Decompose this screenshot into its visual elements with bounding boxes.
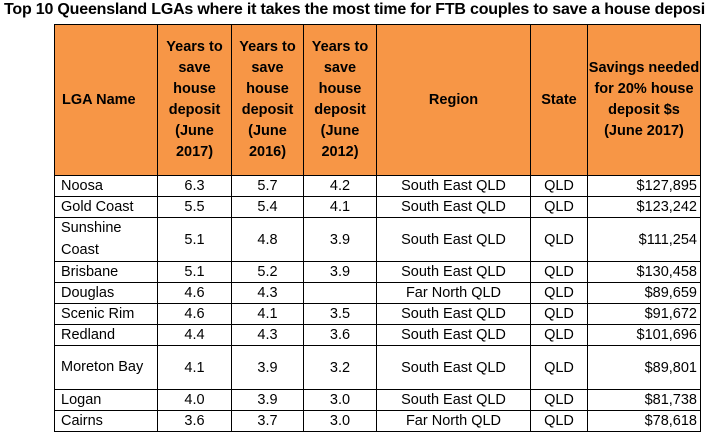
header-region: Region [376,24,531,176]
cell-years-2016: 5.7 [231,175,304,197]
cell-savings: $127,895 [587,175,701,197]
cell-years-2017: 3.6 [157,410,232,432]
cell-region: South East QLD [376,261,531,283]
cell-lga-name: Moreton Bay [54,345,158,390]
cell-savings: $89,801 [587,345,701,390]
table-row: Cairns 3.6 3.7 3.0 Far North QLD QLD $78,618 [54,410,701,432]
cell-lga-name: Sunshine Coast [54,217,158,262]
cell-savings: $101,696 [587,324,701,346]
cell-years-2017: 6.3 [157,175,232,197]
cell-region: South East QLD [376,303,531,325]
cell-years-2017: 5.1 [157,217,232,262]
cell-years-2012: 3.0 [303,410,377,432]
cell-years-2017: 4.6 [157,303,232,325]
cell-years-2017: 5.1 [157,261,232,283]
cell-lga-name: Cairns [54,410,158,432]
table-row: Logan 4.0 3.9 3.0 South East QLD QLD $81,738 [54,389,701,411]
header-savings: Savings needed for 20% house deposit $s … [587,24,701,176]
cell-region: South East QLD [376,196,531,218]
cell-state: QLD [530,324,588,346]
cell-years-2017: 4.4 [157,324,232,346]
cell-lga-name: Douglas [54,282,158,304]
cell-years-2012: 3.0 [303,389,377,411]
cell-lga-name: Brisbane [54,261,158,283]
cell-state: QLD [530,282,588,304]
page-title: Top 10 Queensland LGAs where it takes th… [4,1,705,18]
cell-years-2012: 3.6 [303,324,377,346]
header-years-2017: Years to save house deposit (June 2017) [157,24,232,176]
table-row: Redland 4.4 4.3 3.6 South East QLD QLD $101,69… [54,324,701,346]
cell-region: South East QLD [376,175,531,197]
cell-lga-name: Redland [54,324,158,346]
cell-years-2012: 4.2 [303,175,377,197]
cell-savings: $123,242 [587,196,701,218]
cell-years-2012: 3.9 [303,217,377,262]
cell-state: QLD [530,345,588,390]
cell-years-2016: 3.9 [231,389,304,411]
cell-years-2012: 4.1 [303,196,377,218]
cell-region: South East QLD [376,217,531,262]
cell-savings: $130,458 [587,261,701,283]
cell-state: QLD [530,389,588,411]
cell-region: Far North QLD [376,410,531,432]
table-row: Brisbane 5.1 5.2 3.9 South East QLD QLD $130,4… [54,261,701,283]
cell-years-2016: 3.7 [231,410,304,432]
cell-years-2016: 4.1 [231,303,304,325]
cell-state: QLD [530,261,588,283]
cell-region: South East QLD [376,345,531,390]
cell-years-2012 [303,282,377,304]
cell-region: South East QLD [376,389,531,411]
cell-state: QLD [530,175,588,197]
cell-state: QLD [530,303,588,325]
cell-years-2012: 3.9 [303,261,377,283]
header-state: State [530,24,588,176]
cell-region: South East QLD [376,324,531,346]
cell-savings: $81,738 [587,389,701,411]
cell-region: Far North QLD [376,282,531,304]
header-years-2012: Years to save house deposit (June 2012) [303,24,377,176]
lga-table: LGA Name Years to save house deposit (Ju… [54,24,701,432]
table-row: Moreton Bay 4.1 3.9 3.2 South East QLD QLD $89… [54,345,701,390]
header-years-2016: Years to save house deposit (June 2016) [231,24,304,176]
cell-lga-name: Gold Coast [54,196,158,218]
cell-state: QLD [530,196,588,218]
header-lga-name: LGA Name [54,24,158,176]
cell-years-2016: 3.9 [231,345,304,390]
cell-years-2017: 5.5 [157,196,232,218]
cell-savings: $111,254 [587,217,701,262]
cell-years-2017: 4.6 [157,282,232,304]
table-row: Noosa 6.3 5.7 4.2 South East QLD QLD $127,895 [54,175,701,197]
cell-lga-name: Scenic Rim [54,303,158,325]
cell-years-2016: 4.3 [231,282,304,304]
cell-years-2017: 4.0 [157,389,232,411]
cell-years-2017: 4.1 [157,345,232,390]
table-row: Gold Coast 5.5 5.4 4.1 South East QLD QLD $123… [54,196,701,218]
cell-savings: $89,659 [587,282,701,304]
cell-years-2016: 5.4 [231,196,304,218]
cell-years-2016: 5.2 [231,261,304,283]
table-row: Douglas 4.6 4.3 Far North QLD QLD $89,659 [54,282,701,304]
cell-state: QLD [530,410,588,432]
cell-savings: $78,618 [587,410,701,432]
cell-years-2012: 3.2 [303,345,377,390]
cell-years-2016: 4.8 [231,217,304,262]
cell-savings: $91,672 [587,303,701,325]
cell-lga-name: Noosa [54,175,158,197]
table-row: Sunshine Coast 5.1 4.8 3.9 South East QLD QLD… [54,217,701,262]
cell-state: QLD [530,217,588,262]
cell-lga-name: Logan [54,389,158,411]
header-row: LGA Name Years to save house deposit (Ju… [54,24,701,176]
table-row: Scenic Rim 4.6 4.1 3.5 South East QLD QLD $91,… [54,303,701,325]
cell-years-2012: 3.5 [303,303,377,325]
cell-years-2016: 4.3 [231,324,304,346]
